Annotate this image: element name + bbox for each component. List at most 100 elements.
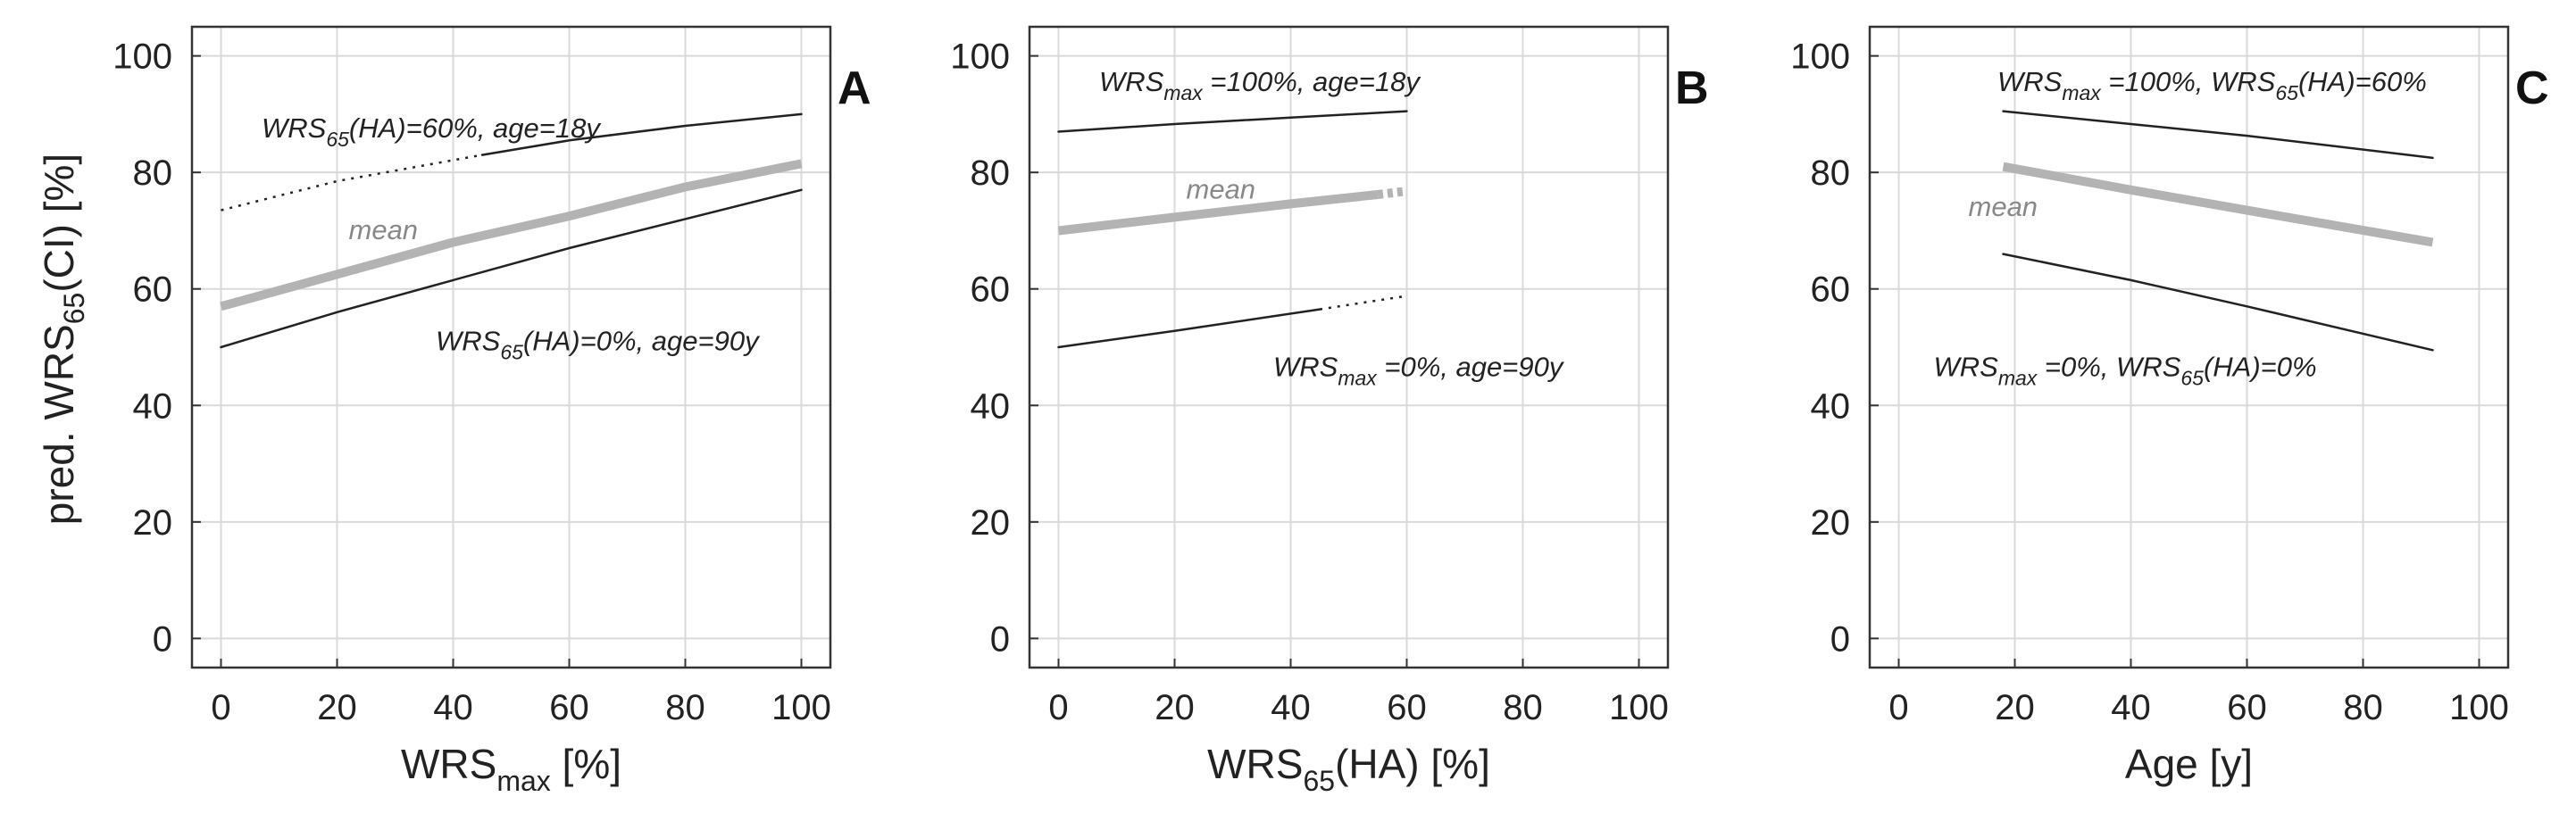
x-tick-label: 40 [2111,688,2151,727]
y-tick-label: 60 [1811,270,1851,310]
series-upper-line [1057,110,1408,133]
annotation-upper-label: WRSmax =100%, age=18y [1099,66,1421,104]
x-axis-label: WRSmax [%] [401,741,621,797]
panel-letter: C [2515,62,2549,114]
annotation-part: mean [1969,191,2038,222]
annotation-part: (HA)=0% [2204,352,2317,383]
x-tick-label: 100 [771,688,831,727]
annotation-part: WRS [262,112,327,144]
plot-frame [1028,25,1670,669]
series-mean-line [220,159,803,311]
annotation-part: 65 [500,340,523,363]
panel-letter: B [1675,62,1709,114]
y-axis-label: pred. WRS65(CI) [%] [36,154,90,525]
x-tick-label: 60 [2227,688,2267,727]
y-axis-label-subscript: 65 [58,293,90,325]
annotation-part: mean [1187,174,1256,205]
annotation-part: WRS [1273,352,1338,383]
y-tick-label: 20 [133,503,173,543]
annotation-part: max [1163,81,1204,104]
series-upper-extrapolated-line [221,154,483,212]
y-tick-label: 80 [133,154,173,193]
y-tick-label: 40 [971,386,1011,426]
annotation-part: mean [349,214,419,245]
annotation-upper-label: WRSmax =100%, WRS65(HA)=60% [1997,66,2427,104]
x-axis-label: Age [y] [2125,741,2253,787]
series-lower-line [2002,253,2434,352]
annotation-part: =0%, WRS [2037,352,2180,383]
x-axis-label: WRS65(HA) [%] [1207,741,1490,797]
annotation-part: WRS [436,325,501,356]
series-lower-extrapolated-line [1319,295,1407,311]
annotation-part: =100%, WRS [2101,66,2276,97]
annotation-part: 65 [326,128,349,151]
annotation-mean-label: mean [1969,191,2038,222]
x-axis-label-tail: [%] [551,741,621,787]
y-tick-label: 80 [971,154,1011,193]
series-upper-line [480,112,803,156]
annotation-part: (HA)=60% [2298,66,2427,97]
x-tick-label: 100 [1609,688,1669,727]
x-tick-label: 100 [2449,688,2509,727]
annotation-part: 65 [2180,367,2204,390]
series-upper-line [2002,110,2434,160]
y-tick-label: 0 [153,619,172,659]
x-tick-label: 20 [317,688,357,727]
x-tick-label: 80 [665,688,705,727]
y-axis-label-main: pred. WRS [36,324,82,525]
series-lower-line [1057,308,1321,349]
y-axis-label-tail: (CI) [%] [36,154,82,293]
x-tick-label: 40 [433,688,473,727]
x-tick-label: 80 [2343,688,2383,727]
x-tick-label: 60 [549,688,589,727]
x-tick-label: 0 [1888,688,1908,727]
y-tick-label: 0 [1830,619,1850,659]
x-tick-label: 40 [1271,688,1311,727]
annotation-mean-label: mean [349,214,419,245]
annotation-part: (HA)=0%, age=90y [523,325,761,356]
y-tick-label: 60 [971,270,1011,310]
x-tick-label: 80 [1503,688,1543,727]
annotation-part: max [1338,367,1378,390]
x-axis-label-subscript: max [496,765,550,797]
annotation-part: max [1998,367,2038,390]
y-tick-label: 100 [113,37,172,77]
annotation-part: WRS [1099,66,1164,97]
x-tick-label: 20 [1995,688,2035,727]
annotation-part: (HA)=60%, age=18y [349,112,602,144]
annotation-lower-label: WRSmax =0%, WRS65(HA)=0% [1934,352,2317,390]
y-tick-label: 40 [133,386,173,426]
x-axis-label-main: WRS [401,741,496,787]
y-tick-label: 80 [1811,154,1851,193]
x-axis-label-main: WRS [1207,741,1303,787]
annotation-mean-label: mean [1187,174,1256,205]
series-mean-extrapolated-line [1377,187,1408,199]
annotation-part: =100%, age=18y [1203,66,1422,97]
x-axis-label-subscript: 65 [1303,765,1335,797]
x-tick-label: 0 [211,688,230,727]
annotation-part: max [2062,81,2102,104]
panel-letter: A [838,62,871,114]
y-tick-label: 100 [1790,37,1850,77]
series-mean-line [1057,190,1379,236]
y-tick-label: 100 [950,37,1010,77]
y-tick-label: 20 [1811,503,1851,543]
plot-frame [190,25,832,669]
annotation-upper-label: WRS65(HA)=60%, age=18y [262,112,602,151]
annotation-lower-label: WRSmax =0%, age=90y [1273,352,1565,390]
annotation-part: WRS [1934,352,1999,383]
annotation-lower-label: WRS65(HA)=0%, age=90y [436,325,761,363]
y-tick-label: 40 [1811,386,1851,426]
y-tick-label: 60 [133,270,173,310]
y-tick-label: 20 [971,503,1011,543]
plot-frame [1868,25,2510,669]
x-tick-label: 60 [1387,688,1427,727]
series-lower-line [220,188,803,349]
x-tick-label: 0 [1048,688,1068,727]
x-axis-label-tail: (HA) [%] [1335,741,1490,787]
